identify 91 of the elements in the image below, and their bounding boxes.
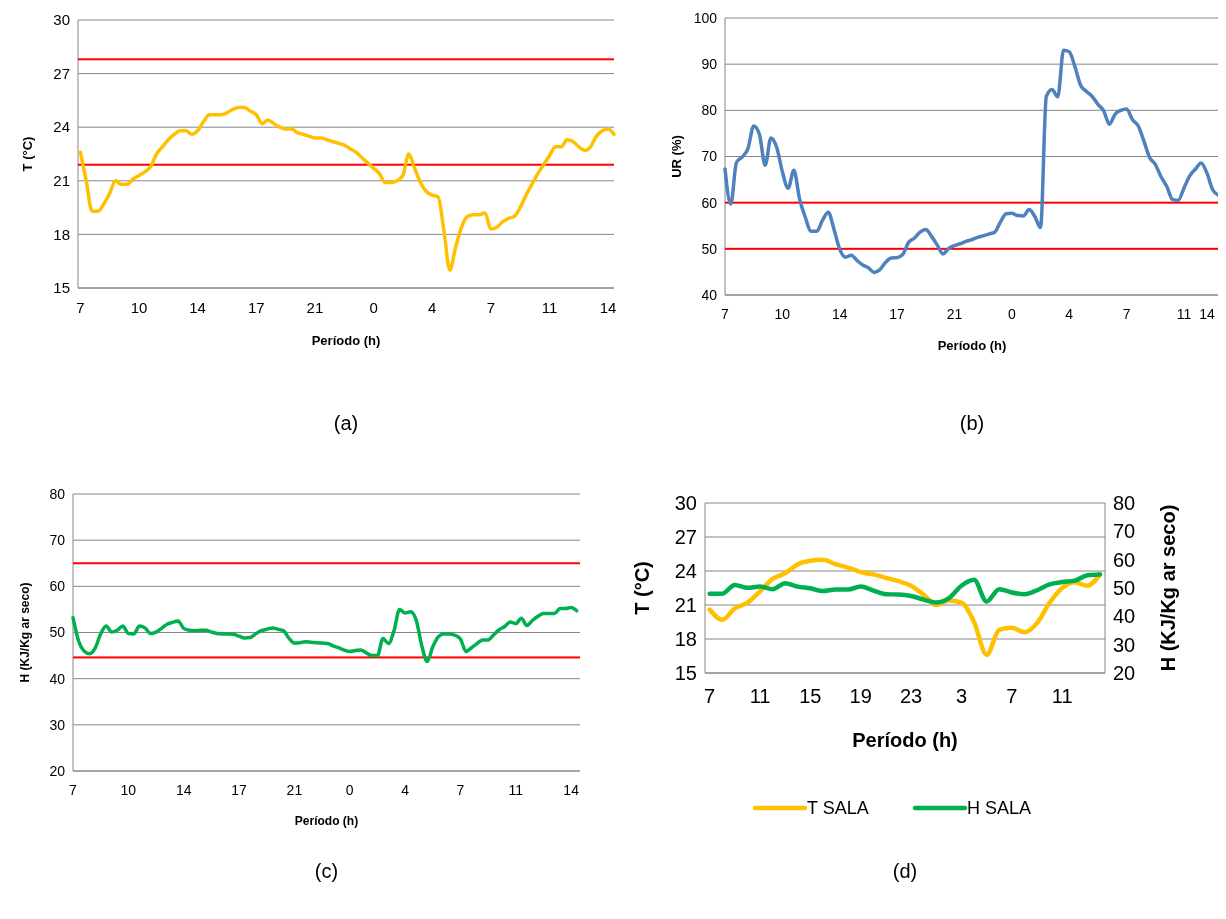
- x-tick-label: 17: [231, 782, 248, 798]
- y-tick-label: 24: [674, 560, 697, 582]
- y-tick-label: 30: [49, 716, 66, 733]
- x-tick-label: 14: [599, 299, 617, 316]
- y-tick-label: 40: [701, 286, 718, 303]
- x-tick-label: 21: [946, 306, 963, 322]
- y-tick-label: 20: [49, 762, 66, 779]
- x-tick-label: 4: [1065, 306, 1074, 322]
- legend-label: H SALA: [967, 798, 1032, 819]
- x-tick-label: 21: [306, 299, 324, 316]
- text: (a): [333, 412, 359, 434]
- y-tick-label: 21: [53, 172, 70, 190]
- x-tick-label: 0: [1007, 306, 1016, 322]
- x-tick-label: 15: [799, 685, 822, 707]
- x-tick-label: 11: [508, 782, 524, 798]
- y-tick-label: 100: [693, 9, 718, 26]
- y-tick-label: 15: [674, 662, 697, 684]
- x-tick-label: 10: [130, 299, 148, 316]
- y-axis-title: T (°C): [20, 136, 35, 172]
- y-tick-label: 60: [49, 578, 66, 595]
- x-tick-label: 0: [345, 782, 354, 798]
- y2-tick-label: 50: [1113, 577, 1136, 599]
- y-tick-label: 50: [49, 624, 66, 641]
- x-tick-label: 14: [189, 299, 206, 316]
- line-series: [707, 572, 1103, 605]
- y-tick-label: 24: [53, 118, 70, 136]
- y2-axis-title: H (KJ/Kg ar seco): [1157, 504, 1179, 672]
- y2-tick-label: 40: [1113, 605, 1136, 628]
- x-tick-label: 10: [120, 782, 137, 798]
- x-tick-label: 11: [749, 685, 771, 707]
- y-tick-label: 18: [53, 225, 70, 243]
- y-axis-title: H (KJ/Kg ar seco): [18, 582, 32, 683]
- text: (c): [314, 860, 339, 882]
- y-tick-label: 70: [49, 532, 66, 549]
- x-tick-label: 17: [889, 306, 906, 322]
- x-tick-label: 7: [486, 299, 496, 316]
- x-tick-label: 7: [69, 782, 78, 798]
- y-tick-label: 21: [674, 594, 697, 616]
- x-tick-label: 11: [541, 299, 558, 316]
- y-tick-label: 30: [674, 492, 697, 514]
- x-tick-label: 21: [286, 782, 303, 798]
- y2-tick-label: 70: [1113, 520, 1136, 543]
- line-series: [723, 48, 1218, 275]
- x-tick-label: 7: [704, 685, 716, 707]
- y-tick-label: 80: [49, 485, 66, 502]
- x-tick-label: 0: [369, 299, 378, 316]
- x-tick-label: 4: [401, 782, 410, 798]
- x-tick-label: 14: [563, 782, 580, 798]
- y-tick-label: 50: [701, 240, 718, 257]
- y-axis-title: UR (%): [669, 135, 684, 178]
- x-tick-label: 7: [1122, 306, 1131, 322]
- y-tick-label: 40: [49, 670, 66, 687]
- y-tick-label: 27: [53, 64, 70, 82]
- y-tick-label: 70: [701, 148, 718, 165]
- y-tick-label: 27: [674, 526, 697, 548]
- y2-tick-label: 80: [1113, 492, 1136, 514]
- x-tick-label: 19: [849, 685, 872, 707]
- x-tick-label: 3: [955, 685, 968, 707]
- x-axis-title: Período (h): [852, 729, 958, 751]
- x-tick-label: 7: [721, 306, 730, 322]
- legend-label: T SALA: [807, 798, 869, 819]
- line-series: [707, 557, 1103, 658]
- line-series: [71, 605, 579, 664]
- x-tick-label: 7: [456, 782, 465, 798]
- y-tick-label: 90: [701, 56, 718, 73]
- y-tick-label: 60: [701, 194, 718, 211]
- x-axis-title: Período (h): [294, 814, 359, 828]
- y-tick-label: 80: [701, 102, 718, 119]
- y2-tick-label: 30: [1113, 633, 1136, 656]
- x-tick-label: 10: [774, 306, 791, 322]
- y-tick-label: 18: [674, 628, 697, 650]
- text: (b): [959, 412, 985, 434]
- x-axis-title: Período (h): [937, 338, 1007, 353]
- x-tick-label: 17: [247, 299, 265, 316]
- line-series: [78, 105, 616, 272]
- y-axis-title: T (°C): [631, 561, 653, 615]
- y2-tick-label: 60: [1113, 548, 1136, 571]
- text: (d): [892, 860, 918, 882]
- x-tick-label: 14: [175, 782, 192, 798]
- x-tick-label: 4: [428, 299, 437, 316]
- y-tick-label: 15: [53, 279, 70, 297]
- x-axis-title: Período (h): [311, 333, 381, 348]
- x-tick-label: 7: [1006, 685, 1018, 707]
- x-tick-label: 14: [1199, 306, 1215, 322]
- y-tick-label: 30: [53, 11, 70, 29]
- x-tick-label: 23: [899, 685, 923, 707]
- x-tick-label: 11: [1051, 685, 1073, 707]
- y2-tick-label: 20: [1113, 662, 1136, 684]
- x-tick-label: 11: [1176, 306, 1192, 322]
- x-tick-label: 14: [831, 306, 848, 322]
- x-tick-label: 7: [76, 299, 85, 316]
